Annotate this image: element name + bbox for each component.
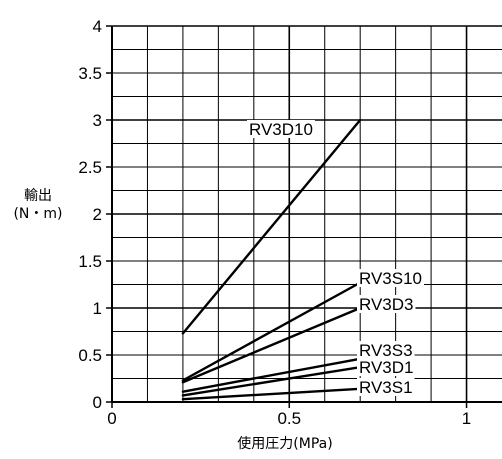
- series-label-bg: [247, 120, 315, 138]
- y-tick-label: 0.5: [78, 346, 102, 365]
- x-tick-label: 1: [462, 409, 471, 428]
- series-line: [181, 357, 362, 393]
- series-line: [181, 306, 362, 384]
- series-lines: [181, 118, 362, 401]
- y-tick-labels: 0 0.5 1 1.5 2 2.5 3 3.5 4: [78, 17, 112, 412]
- series-line: [181, 281, 362, 382]
- series-label: RV3D1: [359, 358, 414, 377]
- y-tick-label: 1.5: [78, 252, 102, 271]
- grid: [112, 25, 502, 402]
- y-tick-label: 3.5: [78, 64, 102, 83]
- y-tick-label: 2.5: [78, 158, 102, 177]
- y-axis-label-line2: (N・m): [13, 206, 62, 222]
- y-axis-label-line1: 輸出: [24, 188, 52, 204]
- series-label: RV3D3: [359, 295, 414, 314]
- x-tick-label: 0.5: [277, 409, 301, 428]
- x-tick-labels: 0 0.5 1: [107, 402, 471, 428]
- series-label-bg: [357, 269, 425, 287]
- y-tick-label: 1: [93, 299, 102, 318]
- series-label-bg: [357, 295, 416, 313]
- series-line: [181, 387, 362, 401]
- series-label: RV3S3: [359, 341, 413, 360]
- series-label-bg: [357, 378, 415, 396]
- series-line: [181, 366, 362, 397]
- y-tick-label: 3: [93, 111, 102, 130]
- series-label-bg: [357, 341, 415, 359]
- series-label: RV3S10: [359, 269, 422, 288]
- x-axis-label: 使用圧力(MPa): [237, 435, 332, 452]
- y-tick-label: 2: [93, 205, 102, 224]
- series-line: [181, 118, 362, 335]
- x-tick-label: 0: [107, 409, 116, 428]
- series-label: RV3D10: [249, 120, 313, 139]
- y-tick-label: 4: [93, 17, 102, 36]
- series-label-bg: [357, 358, 416, 376]
- y-tick-label: 0: [93, 393, 102, 412]
- series-label: RV3S1: [359, 378, 413, 397]
